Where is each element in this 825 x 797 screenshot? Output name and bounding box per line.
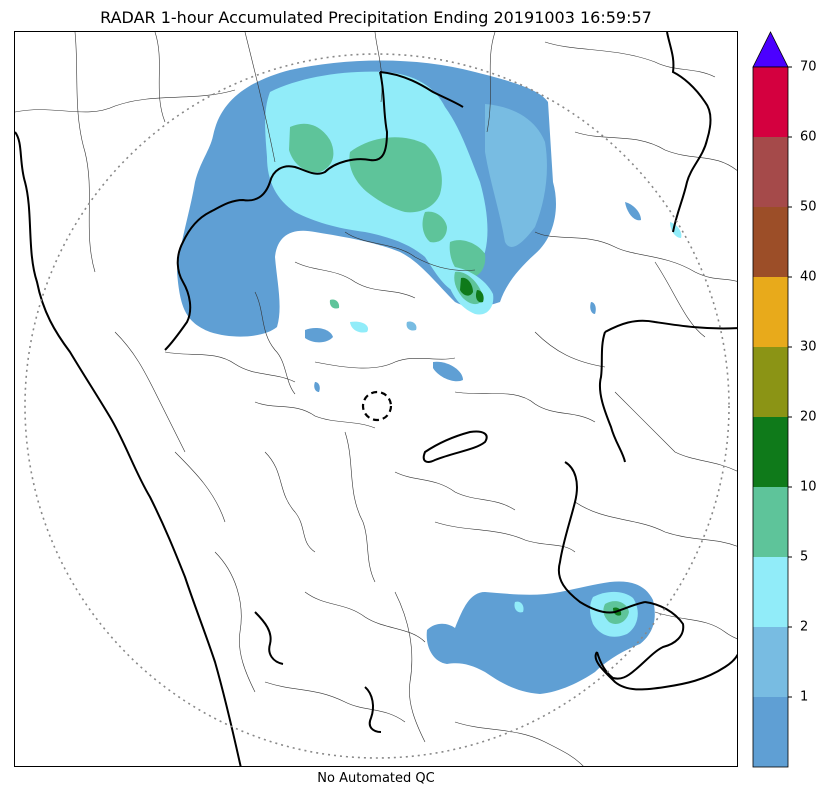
colorbar-segment [753, 697, 788, 767]
colorbar-tick-label: 40 [800, 269, 817, 285]
colorbar-extend-triangle [752, 31, 789, 68]
radar-map-canvas [15, 32, 737, 766]
qc-note: No Automated QC [317, 771, 435, 786]
colorbar-segment [753, 347, 788, 417]
colorbar-segment [753, 627, 788, 697]
colorbar-scale [752, 31, 792, 768]
radar-map[interactable] [14, 31, 738, 767]
colorbar-segment [753, 137, 788, 207]
colorbar-segment [753, 487, 788, 557]
district-boundaries [15, 32, 737, 766]
colorbar-tick-label: 10 [800, 479, 817, 495]
colorbar-tick-label: 50 [800, 199, 817, 215]
colorbar-segment [753, 557, 788, 627]
state-boundaries [15, 32, 737, 766]
colorbar-segment [753, 417, 788, 487]
colorbar-tick-label: 2 [800, 619, 809, 635]
colorbar-segment [753, 207, 788, 277]
colorbar-tick-label: 30 [800, 339, 817, 355]
colorbar-segment [753, 67, 788, 137]
colorbar-tick-label: 5 [800, 549, 809, 565]
page-title: RADAR 1-hour Accumulated Precipitation E… [100, 8, 652, 27]
colorbar-tick-label: 70 [800, 59, 817, 75]
precip-south-cell [426, 581, 655, 694]
precip-north-band [177, 60, 682, 392]
colorbar-tick-label: 20 [800, 409, 817, 425]
colorbar-legend: 1 2 5 10 20 30 40 50 60 70 [752, 30, 822, 770]
colorbar-tick-label: 1 [800, 689, 809, 705]
colorbar-segment [753, 277, 788, 347]
colorbar-tick-label: 60 [800, 129, 817, 145]
radar-range-ring [24, 53, 730, 759]
radar-site-ring-icon [361, 390, 393, 422]
